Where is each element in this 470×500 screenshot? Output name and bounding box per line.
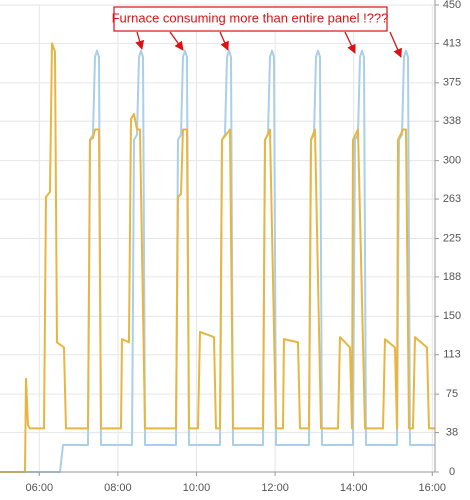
y-tick-label: 375 [443, 77, 461, 89]
arrow [219, 31, 229, 51]
y-tick-label: 75 [446, 388, 458, 400]
y-tick-label: 0 [449, 466, 455, 478]
y-tick-label: 113 [443, 349, 461, 361]
annotation: Furnace consuming more than entire panel… [112, 6, 402, 58]
x-tick-label: 06:00 [26, 482, 54, 494]
x-tick-label: 08:00 [104, 482, 132, 494]
y-tick-label: 450 [443, 0, 461, 11]
annotation-text: Furnace consuming more than entire panel… [112, 10, 389, 25]
arrow [169, 31, 184, 51]
y-tick-label: 225 [443, 232, 461, 244]
x-tick-label: 16:00 [419, 482, 447, 494]
x-tick-label: 10:00 [183, 482, 211, 494]
x-tick-label: 14:00 [340, 482, 368, 494]
y-tick-label: 188 [443, 271, 461, 283]
y-tick-label: 300 [443, 155, 461, 167]
annotation-box [113, 6, 388, 32]
lines [0, 42, 435, 473]
series-line [0, 42, 435, 473]
y-tick-label: 263 [443, 193, 461, 205]
arrow [135, 31, 145, 50]
y-tick-label: 413 [443, 37, 461, 49]
arrow [389, 31, 402, 58]
arrow [344, 31, 356, 54]
x-tick-label: 12:00 [261, 482, 289, 494]
y-tick-label: 150 [443, 310, 461, 322]
y-tick-label: 338 [443, 115, 461, 127]
y-tick-label: 38 [446, 426, 458, 438]
